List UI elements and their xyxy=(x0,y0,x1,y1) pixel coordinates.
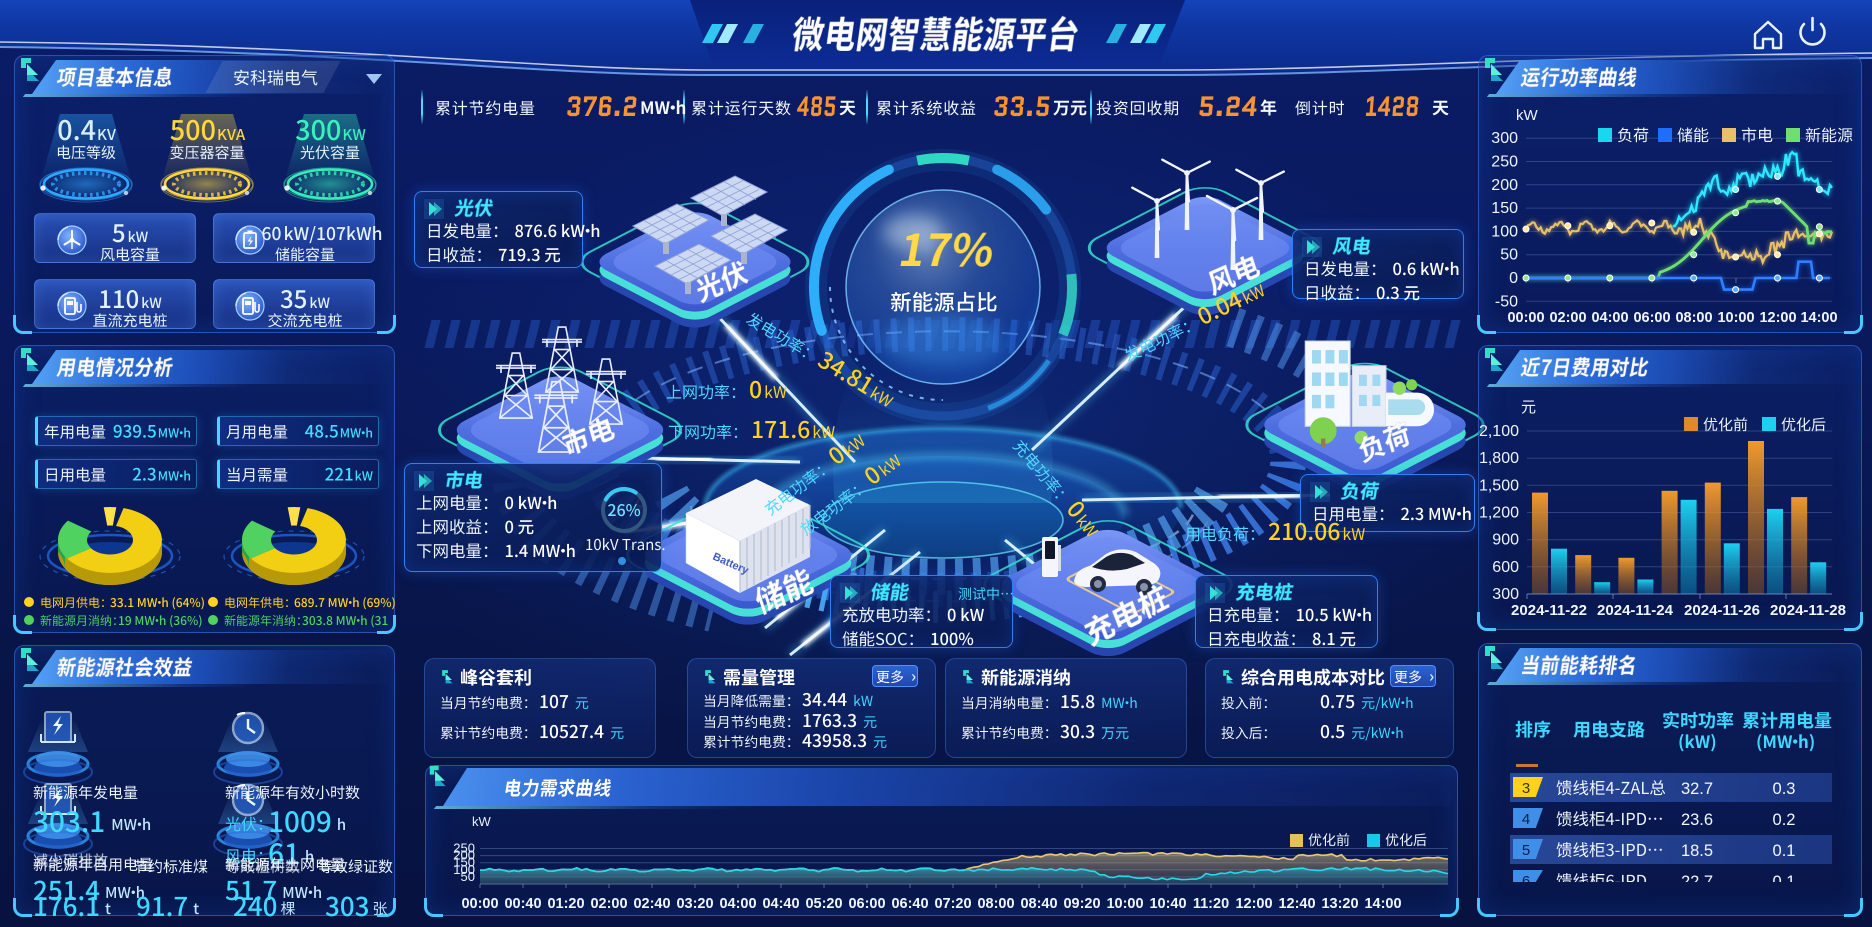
svg-text:1,500: 1,500 xyxy=(1479,477,1519,494)
svg-text:07:20: 07:20 xyxy=(934,896,971,912)
svg-text:600: 600 xyxy=(1492,559,1519,576)
svg-text:kW: kW xyxy=(1516,107,1539,124)
svg-text:2024-11-22: 2024-11-22 xyxy=(1511,602,1587,619)
svg-text:01:20: 01:20 xyxy=(547,896,584,912)
svg-text:2024-11-26: 2024-11-26 xyxy=(1684,602,1760,619)
svg-text:12:00: 12:00 xyxy=(1235,896,1272,912)
svg-text:-50: -50 xyxy=(1495,293,1518,310)
svg-text:04:00: 04:00 xyxy=(1591,310,1628,326)
svg-text:14:00: 14:00 xyxy=(1364,896,1401,912)
svg-text:08:40: 08:40 xyxy=(1020,896,1057,912)
svg-text:11:20: 11:20 xyxy=(1193,896,1229,912)
svg-text:10:00: 10:00 xyxy=(1106,896,1143,912)
svg-text:06:00: 06:00 xyxy=(848,896,885,912)
svg-text:100: 100 xyxy=(453,862,475,877)
svg-text:150: 150 xyxy=(1491,200,1518,217)
svg-text:08:00: 08:00 xyxy=(977,896,1014,912)
svg-text:150: 150 xyxy=(453,855,475,870)
svg-text:元: 元 xyxy=(1521,399,1536,416)
svg-text:12:00: 12:00 xyxy=(1759,310,1796,326)
svg-text:kW: kW xyxy=(472,814,492,829)
svg-text:0: 0 xyxy=(1509,270,1518,287)
svg-text:04:00: 04:00 xyxy=(719,896,756,912)
svg-text:900: 900 xyxy=(1492,532,1519,549)
svg-text:250: 250 xyxy=(1491,154,1518,171)
svg-text:50: 50 xyxy=(1500,247,1518,264)
svg-text:03:20: 03:20 xyxy=(676,896,713,912)
svg-text:09:20: 09:20 xyxy=(1063,896,1100,912)
svg-text:06:00: 06:00 xyxy=(1633,310,1670,326)
svg-text:02:00: 02:00 xyxy=(1549,310,1586,326)
svg-text:200: 200 xyxy=(1491,177,1518,194)
svg-text:05:20: 05:20 xyxy=(805,896,842,912)
svg-text:14:00: 14:00 xyxy=(1800,310,1837,326)
svg-text:200: 200 xyxy=(453,848,475,863)
svg-text:250: 250 xyxy=(453,841,475,856)
svg-text:50: 50 xyxy=(461,869,475,884)
svg-text:2024-11-24: 2024-11-24 xyxy=(1597,602,1674,619)
svg-text:1,800: 1,800 xyxy=(1479,450,1519,467)
svg-text:2,100: 2,100 xyxy=(1479,423,1519,440)
svg-text:300: 300 xyxy=(1492,586,1519,603)
svg-text:300: 300 xyxy=(1491,130,1518,147)
svg-text:10:40: 10:40 xyxy=(1149,896,1186,912)
svg-text:02:40: 02:40 xyxy=(633,896,670,912)
svg-text:10:00: 10:00 xyxy=(1717,310,1754,326)
svg-text:2024-11-28: 2024-11-28 xyxy=(1770,602,1846,619)
svg-text:06:40: 06:40 xyxy=(891,896,928,912)
svg-text:13:20: 13:20 xyxy=(1321,896,1358,912)
svg-text:00:00: 00:00 xyxy=(461,896,498,912)
svg-text:12:40: 12:40 xyxy=(1278,896,1315,912)
svg-text:100: 100 xyxy=(1491,223,1518,240)
svg-text:04:40: 04:40 xyxy=(762,896,799,912)
svg-text:00:00: 00:00 xyxy=(1507,310,1544,326)
svg-text:1,200: 1,200 xyxy=(1479,505,1519,522)
svg-text:02:00: 02:00 xyxy=(590,896,627,912)
svg-text:08:00: 08:00 xyxy=(1675,310,1712,326)
svg-text:00:40: 00:40 xyxy=(504,896,541,912)
